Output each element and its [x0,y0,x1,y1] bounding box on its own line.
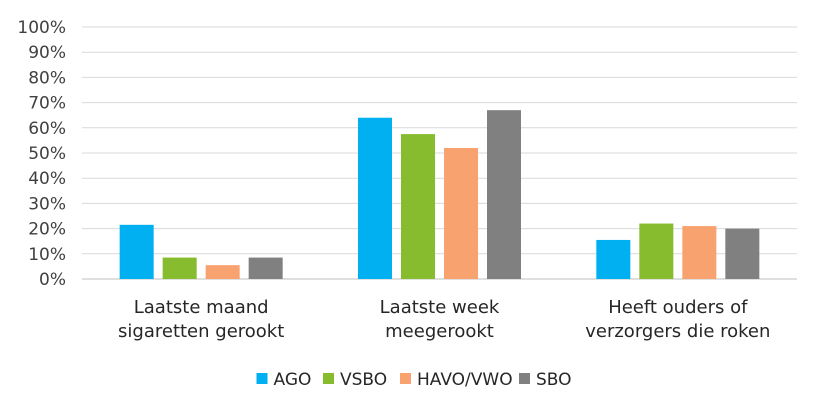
legend-label: SBO [536,370,572,390]
bar [119,224,154,279]
y-tick-label: 10% [28,245,66,265]
bar [444,147,478,279]
bar [358,117,392,279]
bar [725,228,760,279]
bar [682,226,717,279]
legend-swatch [323,373,334,384]
category-label: Laatste week [380,297,500,318]
y-tick-label: 100% [17,18,66,38]
y-tick-label: 60% [28,119,66,139]
legend-swatch [256,373,268,384]
legend-label: VSBO [340,370,387,390]
y-tick-label: 50% [28,144,66,164]
y-tick-label: 20% [28,220,66,240]
category-label: Laatste maand [134,297,269,318]
bar [596,239,631,279]
legend-swatch [400,373,411,384]
bar [248,257,283,279]
x-axis-categories: Laatste maand sigaretten gerookt Laatste w… [118,297,770,342]
legend: AGO VSBO HAVO/VWO SBO [256,370,572,390]
bar [162,257,197,279]
y-tick-label: 0% [39,270,66,290]
legend-label: HAVO/VWO [417,370,513,390]
category-label: verzorgers die roken [585,321,770,342]
category-label: meegerookt [385,321,494,342]
y-tick-label: 40% [28,169,66,189]
legend-swatch [519,373,530,384]
gridlines [82,26,797,280]
category-label: sigaretten gerookt [118,321,284,342]
legend-label: AGO [274,370,312,390]
y-axis-ticks: 0% 10% 20% 30% 40% 50% 60% 70% 80% 90% 100% [17,18,66,290]
bars [119,110,760,279]
bar [401,134,435,279]
category-label: Heeft ouders of [608,297,748,318]
y-tick-label: 80% [28,68,66,88]
y-tick-label: 30% [28,194,66,214]
bar [487,110,521,279]
y-tick-label: 90% [28,43,66,63]
y-tick-label: 70% [28,94,66,114]
bar [205,265,240,279]
bar [639,223,674,279]
